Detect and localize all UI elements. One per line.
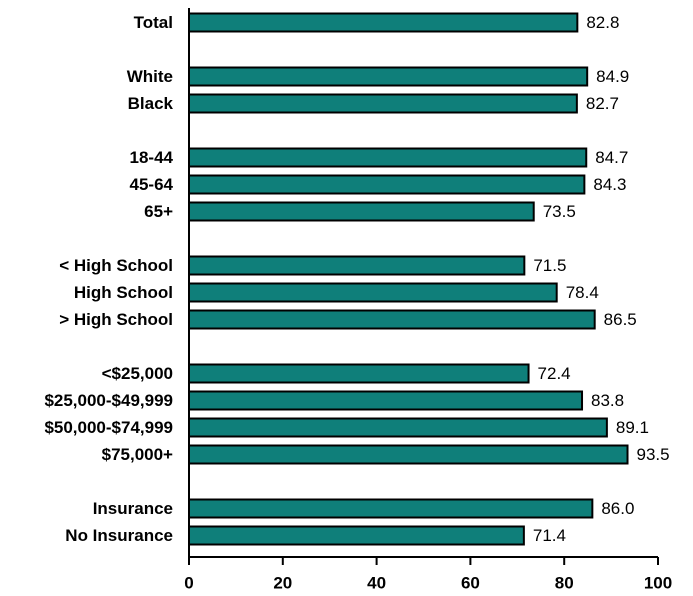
value-label: 86.0 bbox=[601, 499, 634, 518]
category-label: No Insurance bbox=[65, 526, 173, 545]
bar bbox=[188, 417, 608, 438]
bar bbox=[188, 174, 586, 195]
category-label: Insurance bbox=[93, 499, 173, 518]
bar bbox=[188, 66, 589, 87]
category-label: < High School bbox=[59, 256, 173, 275]
category-label: High School bbox=[74, 283, 173, 302]
category-label: 45-64 bbox=[130, 175, 174, 194]
category-label: Total bbox=[134, 13, 173, 32]
value-label: 93.5 bbox=[637, 445, 670, 464]
bar bbox=[188, 93, 578, 114]
value-label: 73.5 bbox=[543, 202, 576, 221]
bar bbox=[188, 525, 525, 546]
value-label: 71.4 bbox=[533, 526, 566, 545]
bar bbox=[188, 282, 558, 303]
category-label: <$25,000 bbox=[102, 364, 173, 383]
category-label: $25,000-$49,999 bbox=[44, 391, 173, 410]
bar bbox=[188, 255, 526, 276]
category-label: 18-44 bbox=[130, 148, 174, 167]
category-label: 65+ bbox=[144, 202, 173, 221]
bar bbox=[188, 201, 535, 222]
value-label: 84.9 bbox=[596, 67, 629, 86]
category-label: White bbox=[127, 67, 173, 86]
x-tick-label: 80 bbox=[555, 574, 574, 593]
x-tick-label: 0 bbox=[184, 574, 193, 593]
category-label: $75,000+ bbox=[102, 445, 173, 464]
bar bbox=[188, 12, 579, 33]
value-label: 78.4 bbox=[566, 283, 599, 302]
value-label: 71.5 bbox=[533, 256, 566, 275]
x-tick-label: 20 bbox=[273, 574, 292, 593]
x-tick-label: 100 bbox=[644, 574, 672, 593]
bar bbox=[188, 309, 596, 330]
value-label: 84.3 bbox=[593, 175, 626, 194]
value-label: 84.7 bbox=[595, 148, 628, 167]
bar bbox=[188, 444, 629, 465]
bar bbox=[188, 147, 588, 168]
category-label: Black bbox=[128, 94, 174, 113]
value-label: 86.5 bbox=[604, 310, 637, 329]
category-label: $50,000-$74,999 bbox=[44, 418, 173, 437]
bar bbox=[188, 498, 594, 519]
bar bbox=[188, 390, 584, 411]
value-label: 72.4 bbox=[538, 364, 571, 383]
value-label: 82.7 bbox=[586, 94, 619, 113]
x-tick-label: 40 bbox=[367, 574, 386, 593]
value-label: 83.8 bbox=[591, 391, 624, 410]
value-label: 82.8 bbox=[586, 13, 619, 32]
x-tick-label: 60 bbox=[461, 574, 480, 593]
bar bbox=[188, 363, 530, 384]
category-label: > High School bbox=[59, 310, 173, 329]
value-label: 89.1 bbox=[616, 418, 649, 437]
